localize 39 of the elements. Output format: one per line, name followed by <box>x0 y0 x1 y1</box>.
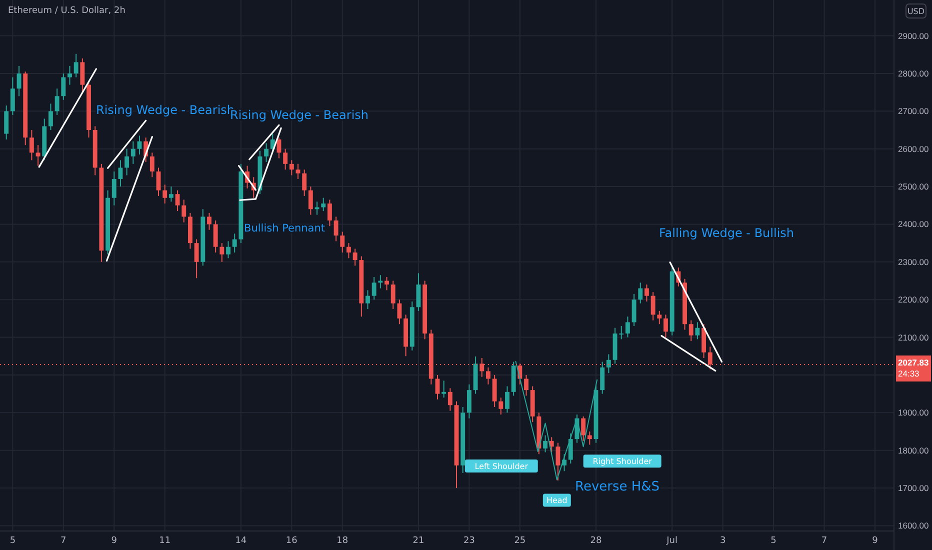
annotation: Reverse H&S <box>575 480 660 495</box>
y-tick-label: 2100.00 <box>898 332 929 342</box>
annotation: Bullish Pennant <box>244 222 326 235</box>
y-tick-label: 2900.00 <box>898 30 929 41</box>
y-tick-label: 1600.00 <box>898 520 929 531</box>
y-tick-label: 2200.00 <box>898 294 929 305</box>
annotation: Left Shoulder <box>474 462 529 471</box>
y-tick-label: 2500.00 <box>898 182 929 192</box>
y-tick-label: 2400.00 <box>898 219 929 230</box>
y-tick-label: 2300.00 <box>898 256 929 267</box>
x-tick-label: 9 <box>872 536 878 546</box>
text: USD <box>907 6 925 16</box>
annotation: Right Shoulder <box>592 456 653 466</box>
x-tick-label: 7 <box>821 536 828 546</box>
x-tick-label: 5 <box>770 536 776 546</box>
ref-line-label: 2027.83 <box>898 357 929 368</box>
x-tick-label: Jul <box>666 536 678 546</box>
annotation: Head <box>546 496 568 506</box>
text: 24:33 <box>898 368 920 378</box>
x-tick-label: 11 <box>159 536 171 546</box>
x-tick-label: 25 <box>514 536 526 546</box>
y-tick-label: 1900.00 <box>898 408 929 418</box>
x-tick-label: 18 <box>336 536 348 546</box>
x-tick-label: 23 <box>463 536 475 546</box>
x-tick-label: 28 <box>590 536 602 546</box>
annotation: Falling Wedge - Bullish <box>659 226 794 240</box>
y-tick-label: 2700.00 <box>898 106 929 116</box>
y-tick-label: 2800.00 <box>898 68 929 78</box>
text: Ethereum / U.S. Dollar, 2h <box>8 6 126 16</box>
x-tick-label: 9 <box>111 536 118 546</box>
x-tick-label: 7 <box>60 536 66 546</box>
y-tick-label: 1800.00 <box>898 445 929 456</box>
y-tick-label: 1700.00 <box>898 483 929 494</box>
y-tick-label: 2600.00 <box>898 144 929 154</box>
x-tick-label: 16 <box>286 536 298 546</box>
x-tick-label: 5 <box>10 536 16 546</box>
x-tick-label: 3 <box>720 536 726 546</box>
x-tick-label: 21 <box>412 536 424 546</box>
x-tick-label: 14 <box>235 536 247 546</box>
